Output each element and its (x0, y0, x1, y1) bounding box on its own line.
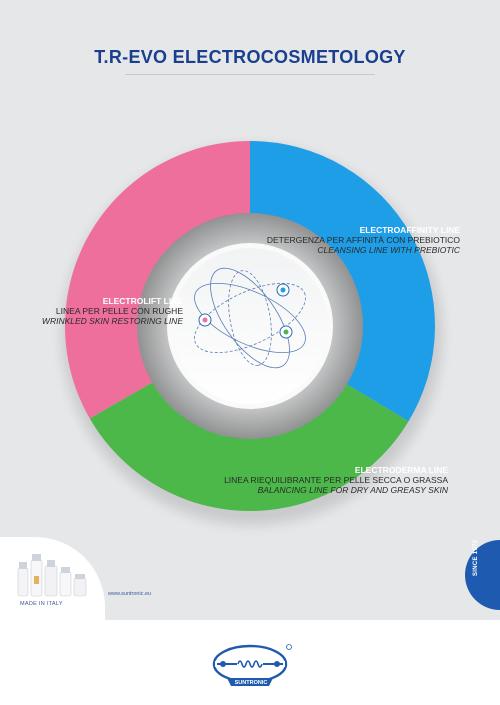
segment-wheel (62, 141, 442, 525)
made-in-italy: MADE IN ITALY (20, 601, 63, 607)
since-text: SINCE 1972 (473, 539, 479, 576)
segment-electroaffinity (250, 141, 436, 422)
derma-heading: ELECTRODERMA LINE (354, 465, 448, 475)
affinity-label: ELECTROAFFINITY LINE DETERGENZA PER AFFI… (258, 225, 460, 255)
suntronic-logo (212, 644, 292, 686)
logo-text: SUNTRONIC (234, 680, 268, 686)
affinity-heading: ELECTROAFFINITY LINE (359, 225, 460, 235)
segment-electroderma (89, 382, 409, 511)
atom-particle-pink (198, 313, 212, 327)
hub (172, 248, 328, 404)
lift-line-it: LINEA PER PELLE CON RUGHE (55, 306, 183, 316)
product-bottles-image (17, 554, 87, 597)
lift-heading: ELECTROLIFT LINE (102, 296, 183, 306)
derma-line-it: LINEA RIEQUILIBRANTE PER PELLE SECCA O G… (224, 475, 448, 485)
atom-particle-blue (276, 283, 290, 297)
affinity-line-en: CLEANSING LINE WITH PREBIOTIC (317, 245, 460, 255)
atom-particle-green (279, 325, 293, 339)
derma-line-en: BALANCING LINE FOR DRY AND GREASY SKIN (257, 485, 448, 495)
atom-icon (194, 267, 306, 369)
page-title: T.R-EVO ELECTROCOSMETOLOGY (94, 47, 406, 67)
affinity-line-it: DETERGENZA PER AFFINITÀ CON PREBIOTICO (266, 235, 460, 245)
derma-label: ELECTRODERMA LINE LINEA RIEQUILIBRANTE P… (178, 465, 448, 495)
title-divider (125, 74, 375, 75)
lift-label: ELECTROLIFT LINE LINEA PER PELLE CON RUG… (28, 296, 183, 326)
segment-electrolift (65, 141, 250, 419)
lift-line-en: WRINKLED SKIN RESTORING LINE (41, 316, 183, 326)
website-link[interactable]: www.suntronic.eu (108, 591, 152, 597)
